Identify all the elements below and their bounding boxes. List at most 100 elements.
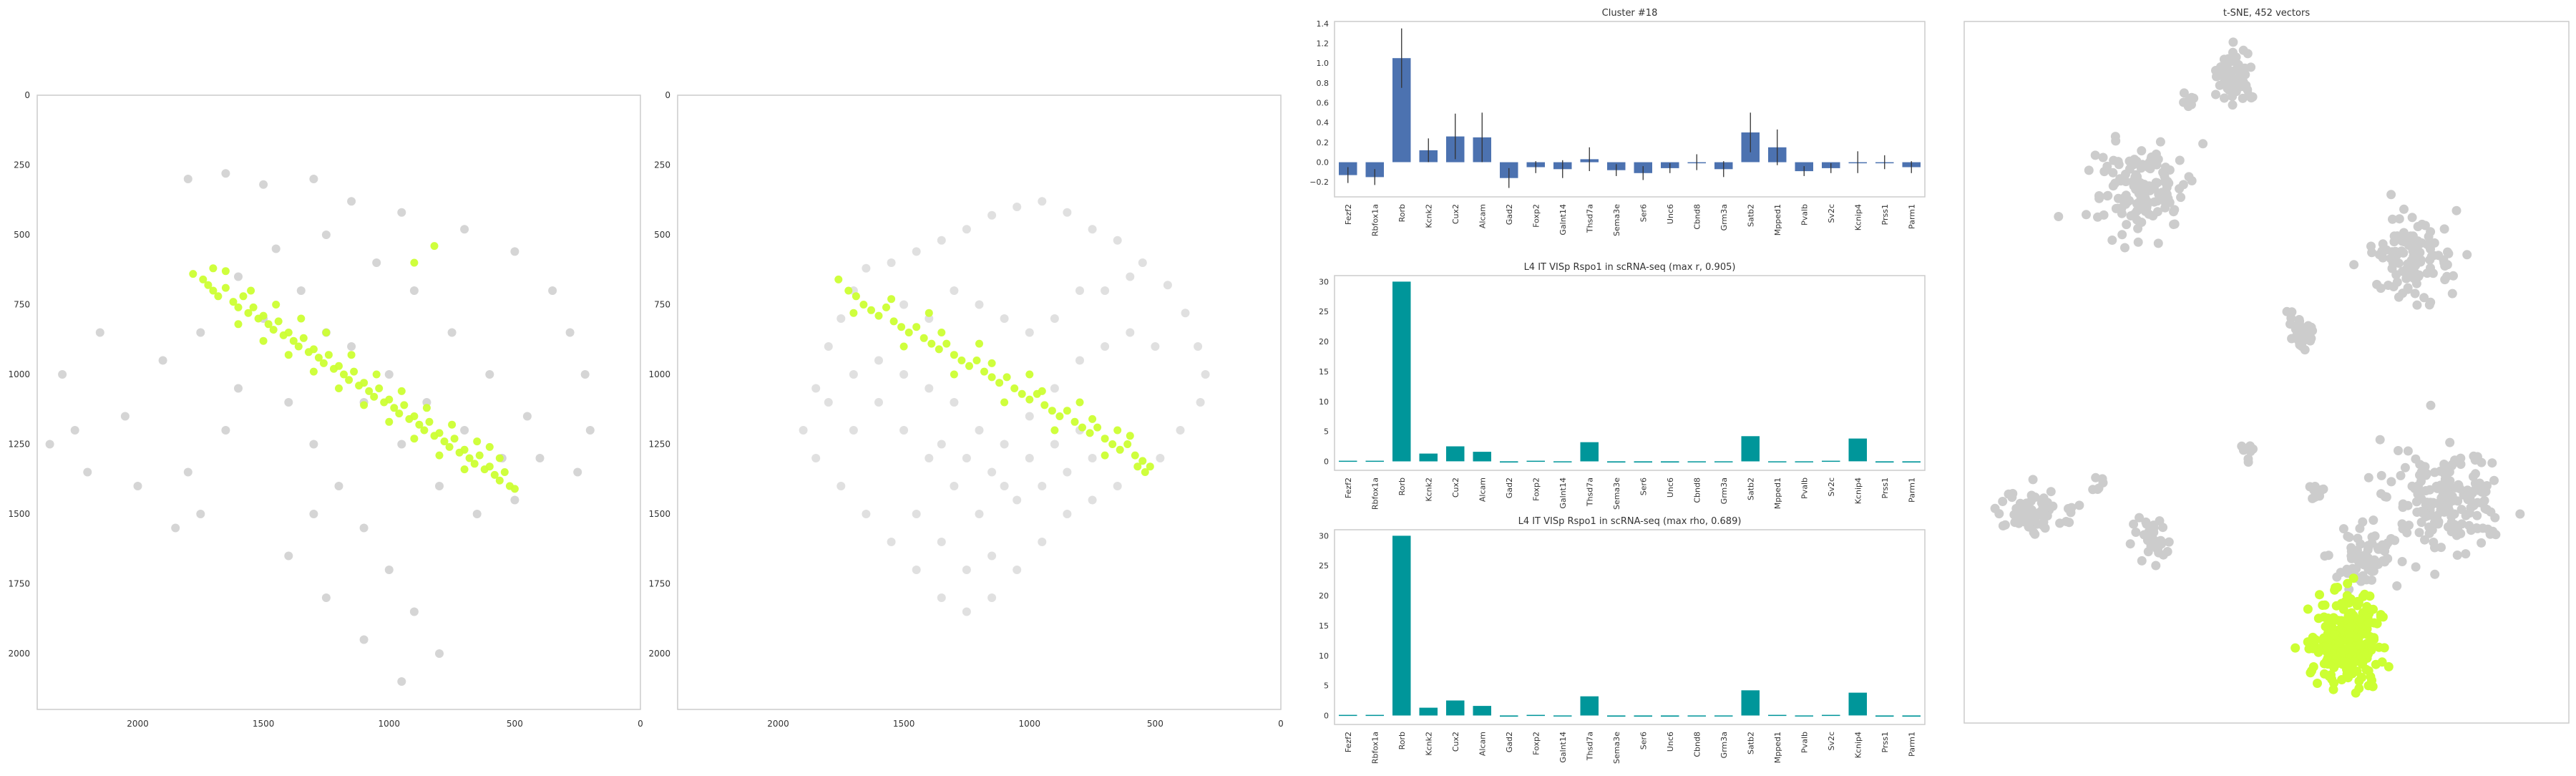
- bar: [1500, 461, 1518, 463]
- tsne-point: [2336, 598, 2346, 608]
- tsne-point: [2346, 622, 2356, 632]
- tsne-point: [2175, 155, 2185, 165]
- tsne-point: [2301, 325, 2311, 335]
- highlight-point: [410, 412, 419, 420]
- tsne-point: [2394, 214, 2404, 224]
- plot-frame: [1334, 529, 1926, 725]
- tsne-point: [2211, 89, 2220, 100]
- plot-frame: [36, 94, 641, 710]
- tsne-point: [2176, 193, 2186, 203]
- background-point: [397, 440, 406, 449]
- x-tick-label: Ser6: [1639, 204, 1648, 222]
- tsne-point: [2008, 489, 2018, 498]
- x-tick-label: Alcam: [1478, 204, 1487, 228]
- bar: [1687, 461, 1706, 462]
- tsne-point: [2336, 568, 2346, 578]
- tsne-point: [2093, 212, 2102, 222]
- bar: [1714, 715, 1733, 717]
- background-point: [1000, 440, 1009, 449]
- background-point: [447, 328, 457, 337]
- background-point: [849, 370, 858, 379]
- highlight-point: [867, 306, 875, 314]
- background-point: [359, 523, 369, 533]
- background-point: [334, 482, 343, 490]
- highlight-point: [345, 376, 353, 384]
- tsne-point: [2348, 646, 2358, 656]
- tsne-point: [2198, 139, 2208, 149]
- tsne-point: [2349, 260, 2359, 270]
- highlight-point: [435, 451, 444, 460]
- tsne-point: [2238, 77, 2248, 87]
- x-tick-label: Parm1: [1907, 204, 1916, 229]
- background-point: [522, 412, 532, 421]
- tsne-point: [2350, 657, 2360, 666]
- background-point: [347, 197, 356, 206]
- highlight-point: [899, 342, 908, 351]
- tsne-point: [2425, 255, 2435, 265]
- background-point: [95, 328, 104, 337]
- background-point: [284, 398, 293, 407]
- highlight-point: [284, 351, 293, 359]
- background-point: [899, 300, 909, 309]
- highlight-point: [919, 334, 928, 342]
- x-tick-label: Ser6: [1639, 477, 1648, 495]
- bar: [1419, 453, 1438, 462]
- tsne-point: [2376, 610, 2386, 620]
- background-point: [158, 356, 167, 365]
- highlight-point: [239, 292, 248, 301]
- tsne-point: [2046, 487, 2056, 497]
- highlight-point: [495, 476, 504, 485]
- background-point: [1075, 356, 1084, 365]
- background-point: [987, 467, 997, 477]
- tsne-point: [2457, 519, 2467, 529]
- tsne-point: [2308, 644, 2318, 654]
- x-tick-label: Fezf2: [1344, 477, 1353, 498]
- background-point: [1088, 495, 1097, 505]
- tsne-point: [2419, 293, 2429, 303]
- tsne-point: [2487, 458, 2497, 468]
- x-tick-label: Mpped1: [1773, 477, 1782, 509]
- background-point: [912, 247, 921, 256]
- x-tick-label: Fezf2: [1344, 732, 1353, 752]
- highlight-point: [229, 298, 238, 306]
- bar: [1902, 461, 1921, 463]
- background-point: [1013, 203, 1022, 211]
- highlight-point: [335, 362, 343, 370]
- tsne-point: [2435, 482, 2445, 492]
- tsne-point: [2129, 155, 2140, 165]
- background-point: [133, 482, 142, 490]
- tsne-point: [2417, 219, 2427, 229]
- tsne-point: [2109, 155, 2119, 165]
- tsne-point: [2240, 64, 2250, 73]
- tsne-point: [2148, 211, 2158, 220]
- tsne-point: [2355, 523, 2365, 533]
- x-tick-label: Cux2: [1451, 732, 1460, 752]
- highlight-point: [450, 435, 459, 443]
- background-point: [862, 263, 871, 273]
- x-tick-label: Galnt14: [1558, 477, 1568, 509]
- background-point: [975, 300, 984, 309]
- bar: [1392, 535, 1411, 716]
- highlight-point: [259, 336, 268, 345]
- bar: [1553, 461, 1572, 462]
- tsne-point: [2287, 334, 2297, 344]
- background-point: [1163, 281, 1172, 290]
- tsne-point: [2376, 470, 2386, 480]
- tsne-point: [2515, 509, 2525, 519]
- x-tick-label: Kcnk2: [1424, 204, 1433, 228]
- tsne-point: [2333, 636, 2343, 646]
- highlight-point: [882, 303, 890, 311]
- highlight-point: [1048, 407, 1056, 415]
- tsne-point: [2389, 231, 2399, 241]
- tsne-point: [2137, 218, 2147, 227]
- highlight-point: [1085, 429, 1094, 437]
- tsne-point: [2151, 149, 2161, 159]
- highlight-point: [927, 339, 936, 348]
- highlight-point: [365, 387, 374, 395]
- tsne-point: [2091, 472, 2101, 482]
- tsne-point: [2147, 523, 2157, 533]
- x-tick-label: Kcnip4: [1853, 204, 1863, 231]
- bar: [1687, 715, 1706, 717]
- tsne-point: [2474, 478, 2484, 488]
- tsne-point: [2228, 37, 2238, 47]
